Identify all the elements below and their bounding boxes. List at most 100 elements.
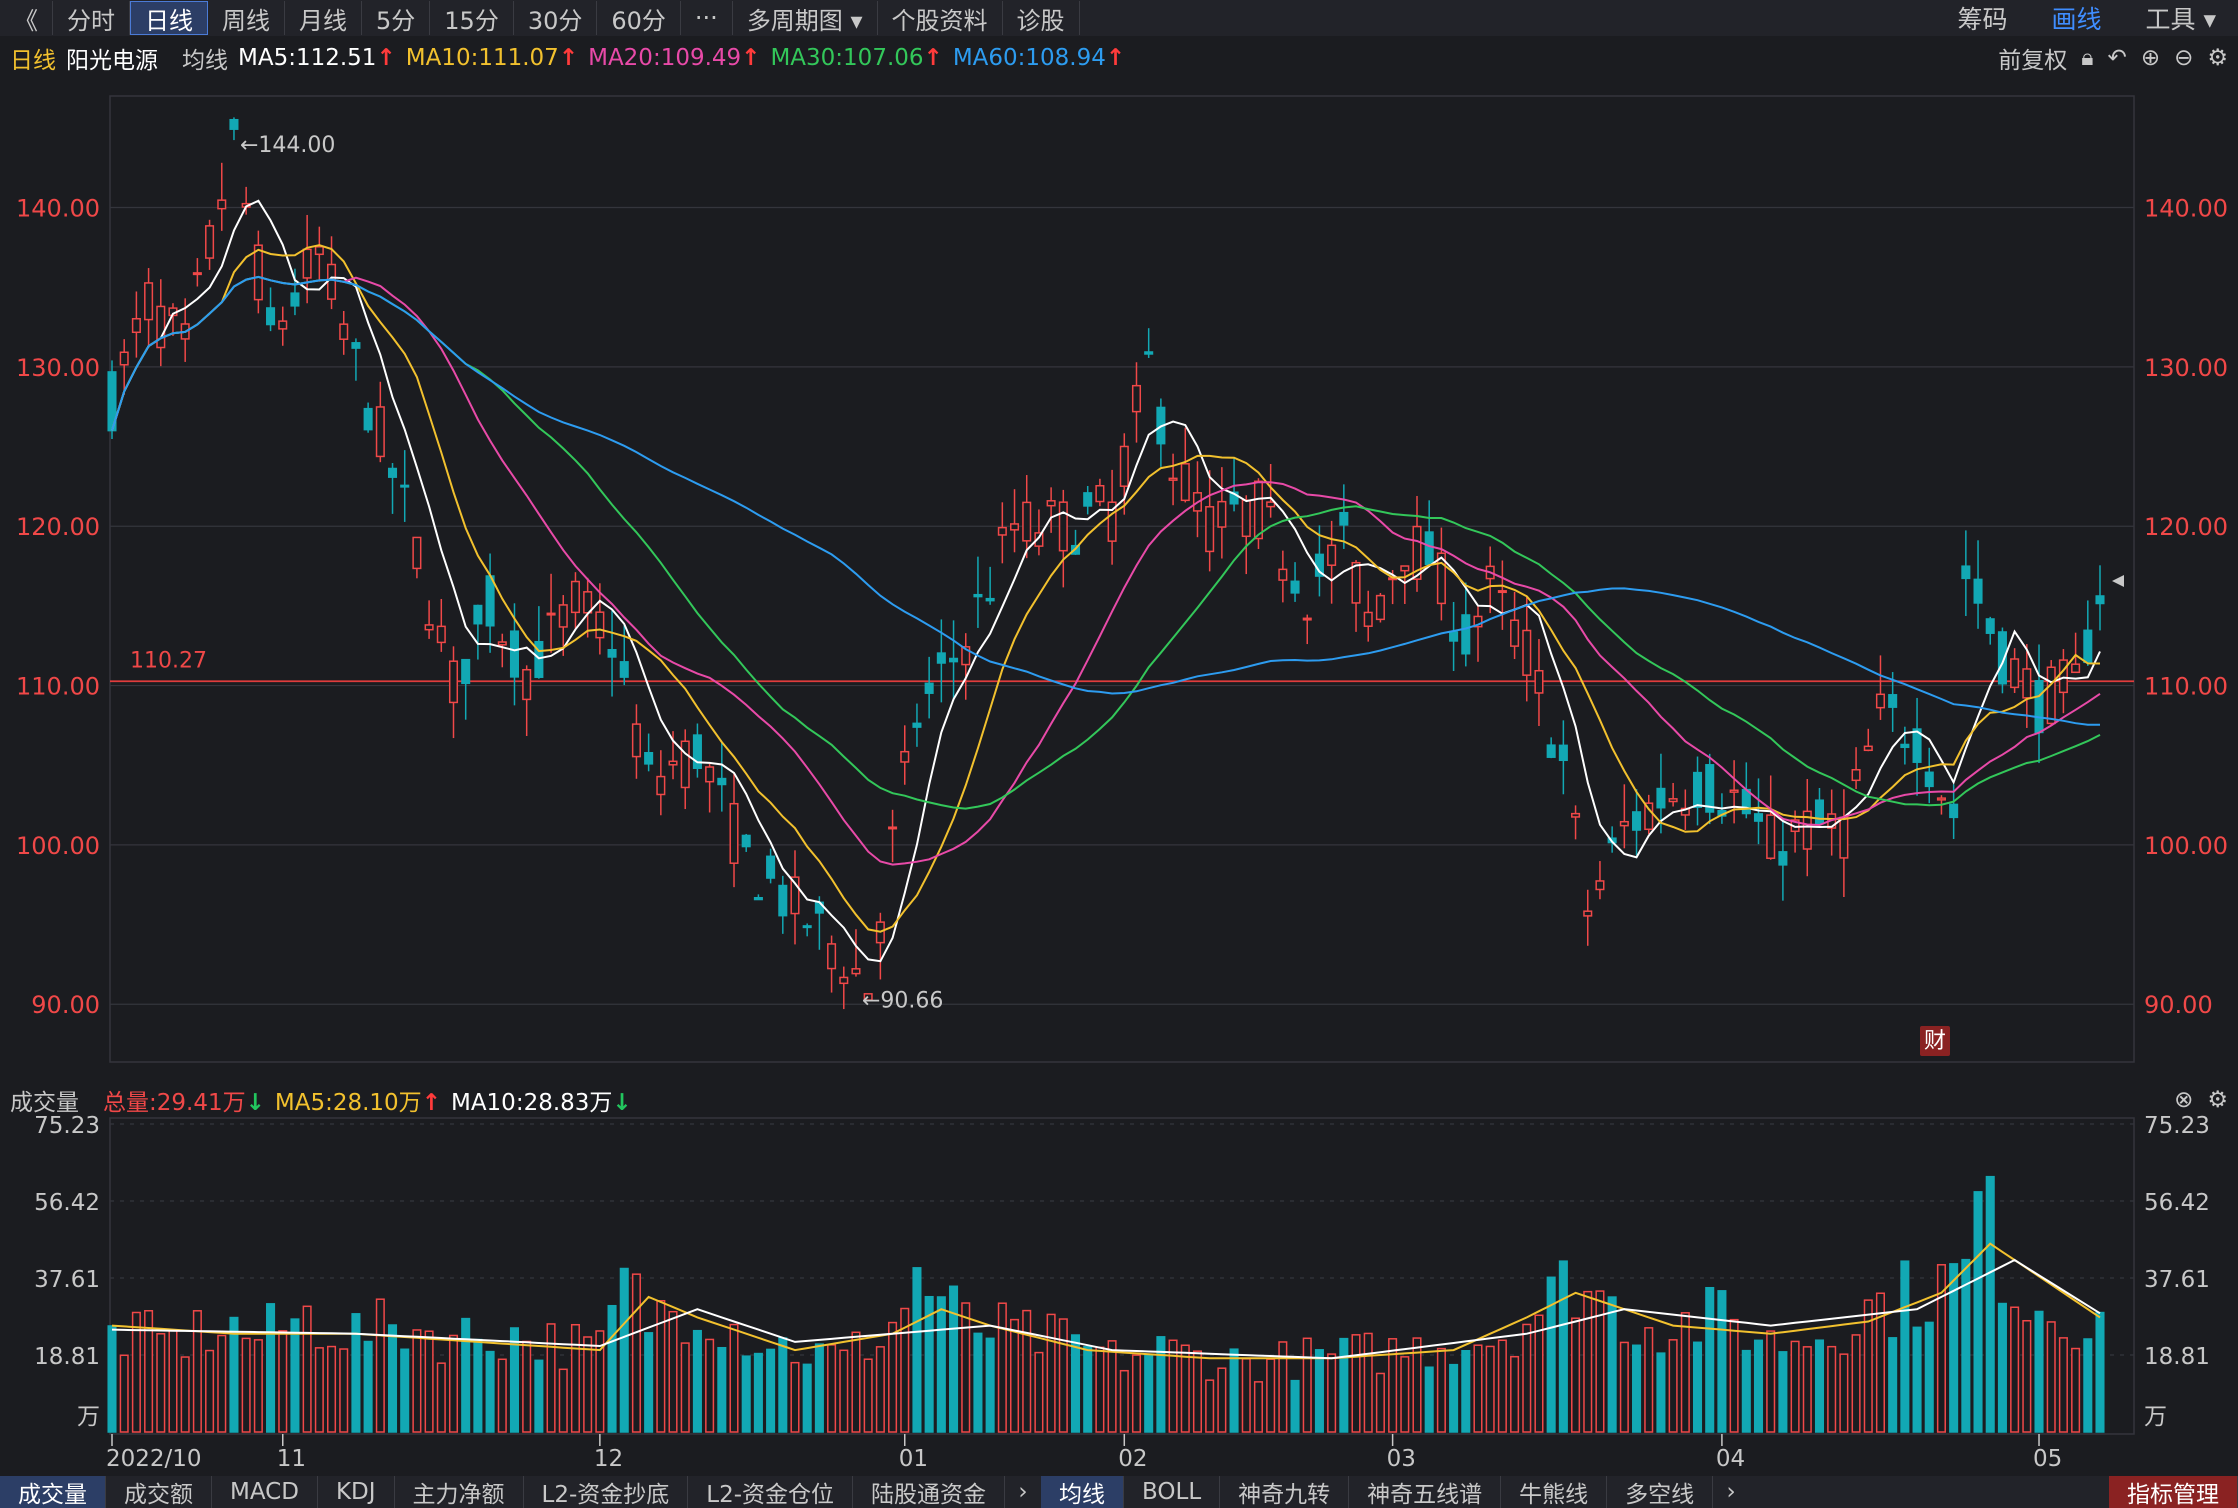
kline-chart[interactable]: 140.00 140.00 130.00 130.00 120.00 120.00 110.… <box>0 0 2238 1476</box>
indicator-tab-7[interactable]: 陆股通资金 <box>853 1476 1006 1508</box>
volume-bar <box>1217 1367 1227 1433</box>
price-tick-label-left: 90.00 <box>31 991 100 1019</box>
volume-bar <box>168 1329 178 1433</box>
indicator-tab-1[interactable]: 成交额 <box>106 1476 212 1508</box>
indicator-tab-3[interactable]: KDJ <box>318 1476 395 1508</box>
candle-body <box>1034 532 1044 547</box>
volume-bar <box>1119 1369 1129 1433</box>
volume-bar <box>1924 1321 1934 1433</box>
volume-bar <box>1449 1363 1459 1433</box>
volume-bar <box>1741 1349 1751 1433</box>
volume-title[interactable]: 成交量 <box>10 1090 79 1116</box>
candle-body <box>156 305 166 349</box>
volume-bar <box>1607 1296 1617 1433</box>
candle-body <box>339 323 349 340</box>
volume-bar <box>1229 1348 1239 1433</box>
chevron-right-icon[interactable]: › <box>1018 1479 1028 1505</box>
ma-label[interactable]: 均线 <box>182 48 228 74</box>
volume-bar <box>229 1316 239 1433</box>
volume-bar <box>509 1327 520 1433</box>
toolbar-right-item-2[interactable]: 工具 ▾ <box>2145 5 2217 34</box>
period-tab-0[interactable]: 分时 <box>53 1 130 35</box>
volume-bar <box>1168 1339 1178 1433</box>
period-tab-9[interactable]: 多周期图 ▾ <box>733 1 878 35</box>
indicator-tab-5[interactable]: L2-资金抄底 <box>524 1476 689 1508</box>
volume-bar <box>961 1302 971 1433</box>
volume-bar <box>1473 1344 1483 1433</box>
volume-bar <box>1424 1366 1434 1433</box>
x-tick-label: 05 <box>2033 1446 2062 1472</box>
x-tick-label: 2022/10 <box>106 1446 202 1472</box>
volume-bar <box>1875 1292 1885 1433</box>
period-tab-2[interactable]: 周线 <box>208 1 285 35</box>
candle-body <box>1119 445 1129 487</box>
period-tab-10[interactable]: 个股资料 <box>878 1 1003 35</box>
candle-body <box>705 766 715 783</box>
gear-icon[interactable]: ⚙ <box>2207 45 2228 71</box>
indicator-tab-4[interactable]: 主力净额 <box>395 1476 524 1508</box>
period-tab-8[interactable]: ··· <box>681 1 733 35</box>
period-tab-7[interactable]: 60分 <box>597 1 681 35</box>
candle-body <box>2071 663 2081 674</box>
candle-body <box>1400 565 1410 572</box>
volume-bar <box>802 1363 812 1433</box>
indicator-manage-button[interactable]: 指标管理 <box>2109 1476 2238 1508</box>
overlay-tab-3[interactable]: 神奇五线谱 <box>1349 1476 1502 1508</box>
candle-body <box>1363 611 1373 627</box>
candle-body <box>217 199 227 210</box>
candle-body <box>1058 501 1068 552</box>
indicator-tab-2[interactable]: MACD <box>212 1476 318 1508</box>
indicator-tab-0[interactable]: 成交量 <box>0 1476 106 1508</box>
zoom-out-icon[interactable]: ⊖ <box>2174 45 2194 71</box>
volume-bar <box>644 1332 654 1433</box>
volume-bar <box>156 1333 166 1433</box>
candle-body <box>2095 595 2105 605</box>
price-tick-label-left: 110.00 <box>16 673 100 701</box>
volume-bar <box>2071 1347 2081 1433</box>
volume-bar <box>1656 1352 1666 1433</box>
zoom-in-icon[interactable]: ⊕ <box>2140 45 2161 71</box>
volume-bar <box>400 1348 410 1433</box>
volume-bar <box>1619 1341 1629 1433</box>
candle-body <box>412 536 422 570</box>
candle-body <box>2083 629 2093 664</box>
close-icon[interactable]: ⊗ <box>2174 1087 2194 1113</box>
period-tab-4[interactable]: 5分 <box>362 1 431 35</box>
ma20-line <box>111 275 2101 866</box>
volume-bar <box>339 1348 349 1433</box>
candle-body <box>534 640 544 678</box>
back-button[interactable]: 《 <box>0 1 53 35</box>
chevron-right-icon[interactable]: › <box>1726 1479 1736 1505</box>
volume-bar <box>363 1340 373 1433</box>
gear-icon[interactable]: ⚙ <box>2207 1087 2228 1113</box>
overlay-tab-0[interactable]: 均线 <box>1041 1476 1125 1508</box>
volume-bar <box>839 1349 849 1433</box>
volume-tick-label-right: 56.42 <box>2144 1190 2210 1216</box>
overlay-tab-4[interactable]: 牛熊线 <box>1501 1476 1608 1508</box>
toolbar-right-item-0[interactable]: 筹码 <box>1957 5 2008 34</box>
overlay-tab-5[interactable]: 多空线 <box>1607 1476 1714 1508</box>
volume-bar <box>412 1329 422 1433</box>
adjust-label[interactable]: 前复权 <box>1998 48 2068 74</box>
period-tab-11[interactable]: 诊股 <box>1003 1 1080 35</box>
period-tab-6[interactable]: 30分 <box>514 1 598 35</box>
overlay-tab-2[interactable]: 神奇九转 <box>1220 1476 1350 1508</box>
stock-name[interactable]: 阳光电源 <box>66 48 158 74</box>
lock-icon[interactable]: 🔒︎ <box>2081 45 2094 71</box>
volume-bar <box>534 1359 544 1433</box>
period-tab-3[interactable]: 月线 <box>285 1 362 35</box>
candle-body <box>1729 789 1739 793</box>
volume-bar <box>753 1352 763 1433</box>
volume-bar <box>1571 1317 1581 1433</box>
undo-icon[interactable]: ↶ <box>2107 45 2127 71</box>
toolbar-right-item-1[interactable]: 画线 <box>2051 5 2102 34</box>
overlay-tab-1[interactable]: BOLL <box>1124 1476 1221 1508</box>
indicator-tab-6[interactable]: L2-资金仓位 <box>688 1476 854 1508</box>
candle-body <box>985 597 995 602</box>
volume-tick-label-left: 75.23 <box>34 1113 100 1139</box>
volume-bar <box>546 1323 556 1433</box>
period-tab-5[interactable]: 15分 <box>430 1 514 35</box>
period-tab-1[interactable]: 日线 <box>130 1 208 35</box>
candle-body <box>595 611 605 639</box>
candle-body <box>119 351 129 366</box>
